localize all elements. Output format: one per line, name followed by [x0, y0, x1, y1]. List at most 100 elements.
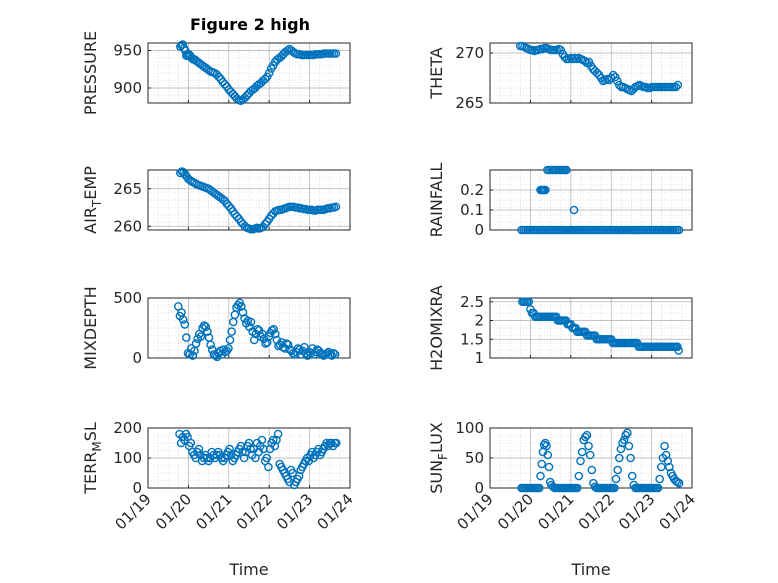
y-tick-label: 200	[113, 419, 142, 437]
data-point	[612, 76, 622, 86]
data-point	[626, 453, 635, 463]
data-point	[673, 477, 682, 487]
data-point	[246, 317, 256, 327]
data-point	[330, 350, 340, 359]
y-tick-label: 0.1	[460, 201, 484, 219]
data-point	[674, 478, 684, 488]
data-point	[227, 327, 236, 336]
data-point	[587, 465, 597, 475]
data-point	[582, 430, 592, 440]
data-point	[614, 453, 624, 463]
series-rainfall	[517, 165, 684, 235]
y-axis-label: H2OMIXRA	[427, 285, 446, 371]
data-point	[580, 56, 590, 66]
data-point	[581, 432, 590, 442]
y-axis-label: THETA	[427, 47, 446, 99]
series-sun_flux	[517, 428, 684, 493]
data-point	[655, 474, 664, 484]
subplot-mixdepth: 0 500 MIXDEPTH	[81, 286, 351, 370]
data-point	[624, 441, 634, 451]
data-point	[577, 447, 587, 457]
y-tick-label: 100	[113, 449, 142, 467]
data-point	[225, 444, 234, 454]
data-point	[673, 80, 683, 90]
y-tick-label: 0	[132, 479, 142, 497]
x-tick-label: 01/21	[192, 490, 235, 533]
series-air_temp	[176, 167, 341, 234]
data-point	[671, 82, 681, 92]
subplot-h2omixra: 11.522.5 H2OMIXRA	[427, 285, 693, 371]
data-point	[238, 308, 248, 317]
x-tick-label: 01/21	[534, 490, 577, 533]
y-axis-label: TERRMSL	[81, 422, 104, 495]
data-point	[264, 462, 273, 472]
data-point	[249, 335, 259, 345]
data-point	[224, 344, 233, 353]
data-point	[262, 453, 272, 463]
data-point	[653, 483, 663, 493]
data-point	[236, 441, 246, 451]
data-point	[584, 441, 593, 451]
data-point	[238, 447, 247, 457]
axes-box	[489, 297, 693, 359]
series-pressure	[176, 40, 341, 106]
axes-box	[147, 42, 351, 104]
y-tick-label: 0	[132, 349, 142, 367]
data-point	[268, 435, 278, 445]
series-h2omixra	[518, 297, 683, 355]
y-tick-label: 270	[455, 44, 484, 62]
data-point	[230, 310, 240, 320]
y-tick-label: 950	[113, 42, 142, 60]
y-tick-label: 0	[474, 479, 484, 497]
y-tick-label: 500	[113, 289, 142, 307]
subplot-rainfall: 0 0.1 0.2 RAINFALL	[427, 163, 693, 239]
series-terr_msl	[175, 429, 341, 490]
subplot-sun_flux: 05010001/1901/2001/2101/2201/2301/24Time…	[427, 419, 699, 579]
data-point	[228, 317, 238, 327]
y-axis-label: RAINFALL	[427, 163, 446, 238]
subplot-terr_msl: 010020001/1901/2001/2101/2201/2301/24Tim…	[81, 419, 357, 579]
data-point	[674, 225, 684, 235]
x-tick-label: 01/20	[494, 490, 537, 533]
y-tick-label: 900	[113, 79, 142, 97]
data-point	[264, 68, 274, 78]
data-point	[619, 435, 629, 445]
data-point	[214, 72, 223, 82]
data-point	[331, 438, 341, 448]
data-point	[225, 335, 235, 345]
y-axis-label: PRESSURE	[81, 31, 100, 115]
x-tick-label: 01/20	[152, 490, 195, 533]
x-tick-label: 01/23	[615, 490, 658, 533]
figure-title: Figure 2 high	[190, 15, 310, 34]
subplot-pressure: 900 950 PRESSURE	[81, 31, 351, 115]
data-point	[661, 450, 671, 460]
data-point	[269, 324, 278, 334]
data-point	[623, 428, 632, 438]
y-tick-label: 0.2	[460, 181, 484, 199]
data-point	[663, 456, 673, 466]
subplot-air_temp: 260 265 AIRTEMP	[81, 166, 351, 235]
data-point	[537, 459, 547, 469]
x-tick-label: 01/22	[233, 490, 276, 533]
subplot-theta: 265 270 THETA	[427, 41, 693, 112]
axes-box	[489, 42, 693, 104]
data-point	[220, 79, 230, 89]
data-point	[544, 462, 554, 472]
data-point	[178, 315, 188, 324]
data-point	[176, 168, 185, 178]
data-point	[232, 212, 242, 221]
data-point	[331, 49, 341, 58]
data-point	[272, 435, 281, 445]
data-point	[616, 444, 626, 454]
data-point	[543, 450, 553, 460]
data-point	[239, 453, 249, 463]
y-tick-label: 50	[465, 449, 484, 467]
data-point	[613, 465, 622, 475]
data-point	[300, 342, 309, 352]
y-tick-label: 265	[113, 180, 142, 198]
series-theta	[516, 41, 683, 96]
data-point	[270, 329, 280, 339]
x-tick-label: 01/22	[575, 490, 618, 533]
y-tick-label: 2	[474, 312, 484, 330]
data-point	[673, 342, 682, 352]
